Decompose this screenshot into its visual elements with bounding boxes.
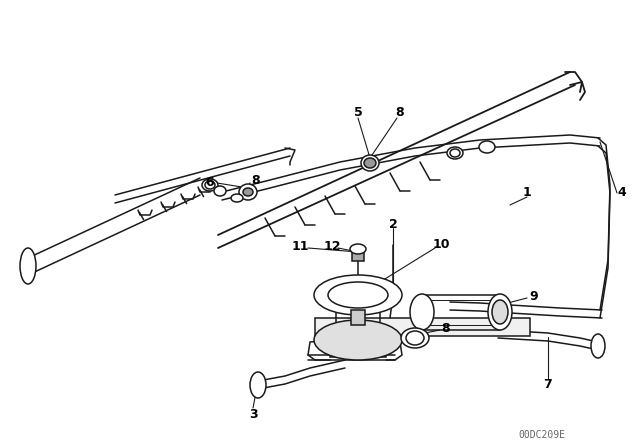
Text: 3: 3 [249, 408, 257, 421]
Ellipse shape [364, 158, 376, 168]
Ellipse shape [328, 282, 388, 308]
Ellipse shape [231, 194, 243, 202]
Ellipse shape [314, 320, 402, 360]
Ellipse shape [410, 294, 434, 330]
Text: 12: 12 [323, 240, 340, 253]
Ellipse shape [250, 372, 266, 398]
Ellipse shape [243, 188, 253, 196]
Ellipse shape [350, 244, 366, 254]
Text: 10: 10 [432, 238, 450, 251]
Text: 2: 2 [388, 217, 397, 231]
Ellipse shape [591, 334, 605, 358]
Ellipse shape [479, 141, 495, 153]
Ellipse shape [205, 181, 215, 189]
Ellipse shape [20, 248, 36, 284]
Text: 7: 7 [543, 378, 552, 391]
Ellipse shape [214, 186, 226, 196]
Ellipse shape [492, 300, 508, 324]
Ellipse shape [202, 179, 218, 191]
Text: 1: 1 [523, 185, 531, 198]
Text: 8: 8 [252, 175, 260, 188]
Bar [351, 310, 365, 325]
Text: 9: 9 [530, 289, 538, 302]
Text: 4: 4 [618, 186, 627, 199]
Text: 11: 11 [291, 240, 308, 253]
Text: 8: 8 [442, 322, 451, 335]
Ellipse shape [488, 294, 512, 330]
Text: 00DC209E: 00DC209E [518, 430, 566, 440]
Bar [315, 318, 530, 336]
Ellipse shape [239, 184, 257, 200]
Text: 8: 8 [396, 107, 404, 120]
Ellipse shape [401, 328, 429, 348]
Text: 5: 5 [354, 107, 362, 120]
Bar [352, 252, 364, 261]
Ellipse shape [361, 155, 379, 171]
Text: 6: 6 [205, 177, 214, 190]
Ellipse shape [450, 149, 460, 157]
Ellipse shape [447, 147, 463, 159]
Ellipse shape [406, 331, 424, 345]
Ellipse shape [314, 275, 402, 315]
Bar [330, 335, 386, 357]
